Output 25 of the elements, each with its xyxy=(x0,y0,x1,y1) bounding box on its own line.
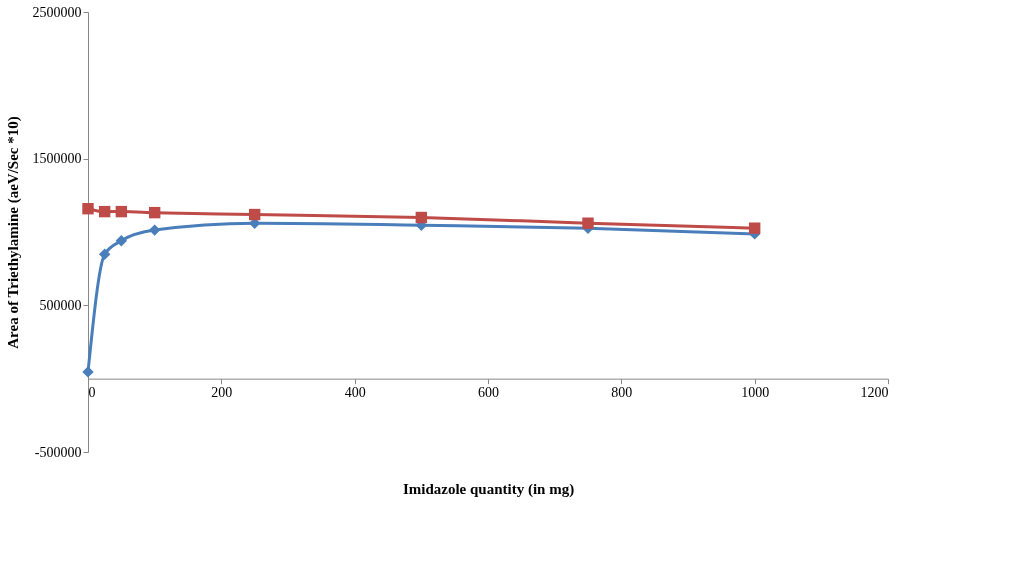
point xyxy=(115,235,128,247)
point xyxy=(115,205,128,218)
point xyxy=(98,248,111,260)
point xyxy=(582,217,594,229)
point xyxy=(82,366,94,378)
point xyxy=(415,211,428,224)
y-tick-label: -500000 xyxy=(34,444,82,460)
point xyxy=(148,224,161,236)
x-tick-label: 1000 xyxy=(741,385,770,401)
x-tick-label: 200 xyxy=(211,385,233,401)
x-tick-label: 600 xyxy=(478,385,499,401)
point xyxy=(82,202,94,215)
x-axis-title: Imidazole quantity (in mg) xyxy=(402,480,575,498)
y-tick-label: 500000 xyxy=(39,297,82,313)
point xyxy=(748,222,761,234)
x-tick-label: 0 xyxy=(88,385,96,401)
y-tick-label: 1500000 xyxy=(32,151,82,167)
x-tick-label: 800 xyxy=(611,385,633,401)
point xyxy=(98,205,111,218)
x-tick-label: 1200 xyxy=(860,385,889,401)
y-axis-title: Area of Triethylamine (aeV/Sec *10) xyxy=(4,116,22,349)
x-tick-label: 400 xyxy=(344,385,366,401)
point xyxy=(148,206,161,219)
y-tick-label: 2500000 xyxy=(32,4,82,20)
point xyxy=(248,208,261,221)
